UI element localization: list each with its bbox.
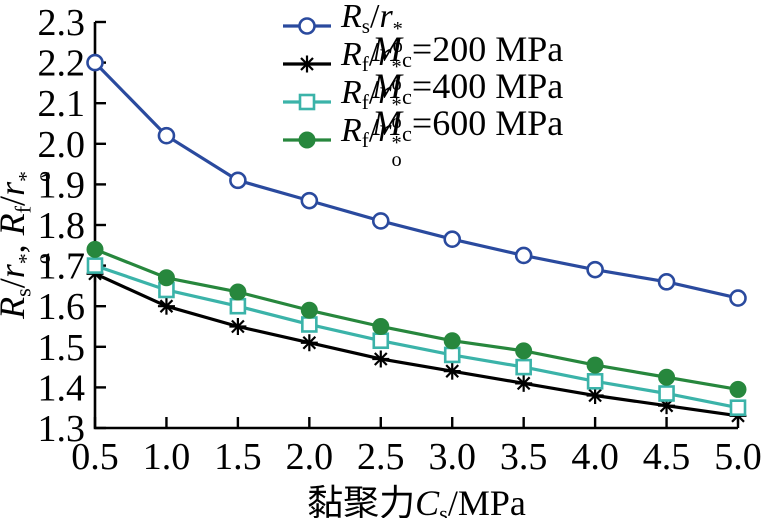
marker-asterisk bbox=[157, 297, 175, 315]
x-tick-label: 3.5 bbox=[500, 436, 548, 478]
marker-circle-open bbox=[371, 212, 390, 230]
marker-circle-filled bbox=[443, 332, 461, 350]
x-tick-label: 1.0 bbox=[143, 436, 191, 478]
y-tick-label: 2.2 bbox=[38, 43, 86, 85]
y-tick-label: 2.1 bbox=[38, 83, 86, 125]
marker-square-open bbox=[586, 373, 604, 390]
legend-swatch-circle-open bbox=[283, 17, 331, 35]
marker-asterisk bbox=[229, 318, 247, 335]
legend-item-label: Rf/r * o bbox=[341, 111, 402, 171]
legend-swatch-square-open bbox=[283, 93, 331, 111]
series-line-1 bbox=[94, 272, 739, 418]
y-tick-label: 2.0 bbox=[38, 124, 86, 166]
marker-circle-open bbox=[443, 230, 462, 249]
marker-circle-filled bbox=[729, 380, 747, 398]
x-tick-label: 3.0 bbox=[428, 436, 476, 478]
marker-circle-open bbox=[514, 246, 533, 265]
marker-circle-open bbox=[657, 273, 676, 291]
marker-circle-filled bbox=[229, 283, 247, 301]
marker-circle-filled bbox=[86, 240, 104, 258]
annotation-mc-400: Mc=400 MPa bbox=[372, 66, 564, 110]
y-tick-label: 1.7 bbox=[38, 246, 86, 288]
marker-square-open bbox=[298, 93, 316, 111]
y-tick-label: 1.5 bbox=[38, 327, 86, 369]
legend-swatch-circle-filled bbox=[283, 131, 331, 149]
y-tick-label: 1.6 bbox=[38, 286, 86, 328]
marker-square-open bbox=[372, 332, 390, 350]
marker-circle-open bbox=[586, 260, 604, 279]
marker-circle-open bbox=[86, 53, 104, 72]
marker-circle-filled bbox=[298, 131, 316, 149]
y-tick-label: 1.8 bbox=[38, 205, 86, 247]
series-line-3 bbox=[94, 247, 739, 392]
marker-circle-filled bbox=[157, 269, 175, 287]
x-tick-label: 4.0 bbox=[571, 436, 619, 478]
y-axis-label: Rs/r*o, Rf/r*o bbox=[0, 171, 56, 319]
legend-item-3: Rf/r * o bbox=[282, 112, 403, 170]
marker-circle-filled bbox=[658, 368, 676, 386]
y-tick-label: 1.9 bbox=[38, 164, 86, 206]
legend-item-1: Rf/r * o bbox=[282, 36, 403, 94]
marker-circle-open bbox=[298, 17, 316, 35]
x-tick-label: 2.0 bbox=[286, 436, 334, 478]
marker-asterisk bbox=[586, 387, 604, 405]
marker-asterisk bbox=[515, 374, 533, 392]
marker-asterisk bbox=[443, 362, 461, 380]
marker-circle-filled bbox=[372, 318, 390, 335]
marker-asterisk bbox=[300, 334, 318, 352]
legend-item-0: Rs/r * o bbox=[282, 0, 403, 56]
annotations: Mc=200 MPa Mc=400 MPa Mc=600 MPa bbox=[372, 29, 564, 147]
legend-swatch-asterisk bbox=[283, 55, 331, 73]
legend-item-label: Rf/r * o bbox=[341, 73, 402, 133]
marker-square-open bbox=[443, 346, 461, 364]
x-tick-label: 4.5 bbox=[643, 436, 691, 478]
y-tick-label: 1.4 bbox=[38, 367, 86, 409]
marker-circle-open bbox=[229, 171, 247, 190]
marker-square-open bbox=[658, 385, 675, 402]
marker-asterisk bbox=[372, 350, 390, 368]
marker-square-open bbox=[301, 316, 318, 333]
annotation-mc-200: Mc=200 MPa bbox=[372, 29, 564, 73]
marker-circle-filled bbox=[300, 301, 318, 319]
legend-item-2: Rf/r * o bbox=[282, 74, 403, 132]
x-tick-label: 1.5 bbox=[214, 436, 262, 478]
marker-square-open bbox=[729, 399, 747, 417]
marker-circle-open bbox=[729, 289, 747, 307]
marker-circle-filled bbox=[515, 342, 533, 360]
annotation-mc-600: Mc=600 MPa bbox=[372, 103, 564, 147]
marker-square-open bbox=[229, 297, 247, 315]
x-tick-label: 5.0 bbox=[714, 436, 762, 478]
marker-square-open bbox=[515, 358, 532, 376]
legend-item-label: Rf/r * o bbox=[341, 35, 402, 95]
marker-asterisk bbox=[298, 55, 316, 73]
marker-square-open bbox=[86, 257, 104, 274]
legend: Rs/r * o Rf/r * o Rf/r * o Rf/r * o bbox=[282, 0, 403, 170]
y-tick-label: 2.3 bbox=[38, 2, 86, 44]
x-tick-label: 0.5 bbox=[71, 436, 119, 478]
legend-item-label: Rs/r * o bbox=[341, 0, 403, 57]
x-axis-label: 黏聚力Cs/MPa bbox=[307, 483, 526, 518]
marker-circle-open bbox=[300, 191, 319, 210]
series-line-2 bbox=[94, 264, 739, 410]
series-line-0 bbox=[93, 61, 739, 300]
x-tick-label: 2.5 bbox=[357, 436, 405, 478]
marker-circle-open bbox=[157, 126, 176, 145]
marker-circle-filled bbox=[586, 356, 604, 374]
y-tick-label: 1.3 bbox=[38, 408, 86, 450]
